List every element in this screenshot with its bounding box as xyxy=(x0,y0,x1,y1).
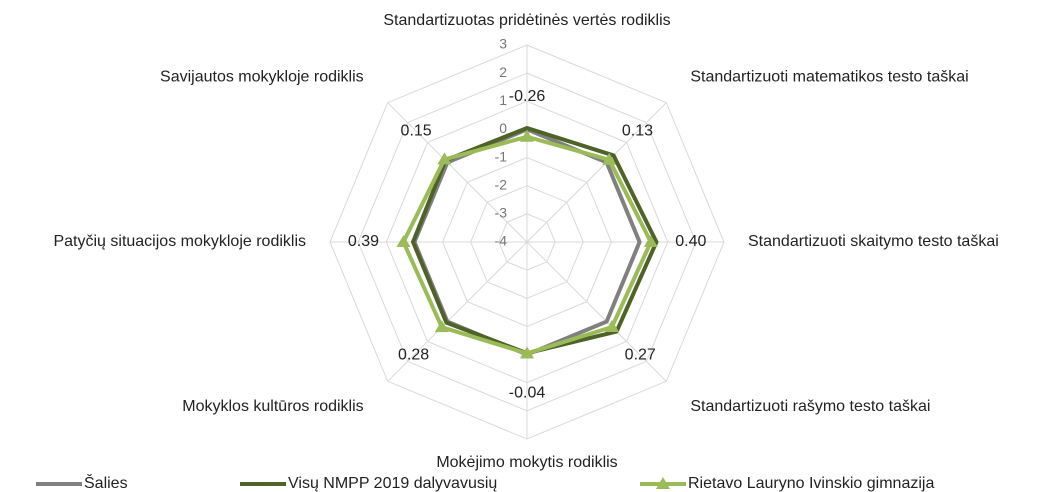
spoke xyxy=(387,102,528,243)
data-label: -0.26 xyxy=(509,88,546,105)
legend-marker xyxy=(656,477,670,489)
tick-label: 0 xyxy=(499,120,507,136)
marker xyxy=(434,320,449,333)
tick-label: -1 xyxy=(495,148,508,164)
marker xyxy=(437,152,452,165)
data-label: 0.39 xyxy=(348,233,379,250)
category-label: Savijautos mokykloje rodiklis xyxy=(160,68,364,85)
category-label: Standartizuoti skaitymo testo taškai xyxy=(748,233,999,250)
data-label: -0.04 xyxy=(509,385,546,402)
data-label: 0.28 xyxy=(398,347,429,364)
category-label: Mokyklos kultūros rodiklis xyxy=(182,398,363,415)
marker xyxy=(396,235,411,247)
tick-label: -4 xyxy=(495,233,508,249)
data-label: 0.27 xyxy=(625,346,656,363)
legend-label: Šalies xyxy=(84,473,128,492)
category-label: Patyčių situacijos mokykloje rodiklis xyxy=(53,233,306,250)
marker xyxy=(643,235,658,247)
tick-label: 2 xyxy=(499,64,507,80)
tick-label: 3 xyxy=(499,36,507,52)
data-label: 0.13 xyxy=(622,123,653,140)
marker xyxy=(602,152,617,165)
marker xyxy=(604,319,619,332)
tick-label: 1 xyxy=(499,92,507,108)
marker xyxy=(520,346,534,359)
legend-label: Rietavo Lauryno Ivinskio gimnazija xyxy=(688,475,934,492)
tick-label: -3 xyxy=(495,205,508,221)
spoke xyxy=(387,241,528,382)
category-label: Standartizuotas pridėtinės vertės rodikl… xyxy=(383,12,670,29)
spoke xyxy=(526,241,667,382)
data-label: 0.15 xyxy=(401,122,432,139)
spoke xyxy=(526,102,667,243)
legend-label: Visų NMPP 2019 dalyvavusių xyxy=(288,475,497,492)
data-label: 0.40 xyxy=(675,233,706,250)
marker xyxy=(520,129,534,142)
category-label: Mokėjimo mokytis rodiklis xyxy=(436,454,617,471)
tick-label: -2 xyxy=(495,176,508,192)
category-label: Standartizuoti matematikos testo taškai xyxy=(690,68,968,85)
category-label: Standartizuoti rašymo testo taškai xyxy=(690,398,930,415)
